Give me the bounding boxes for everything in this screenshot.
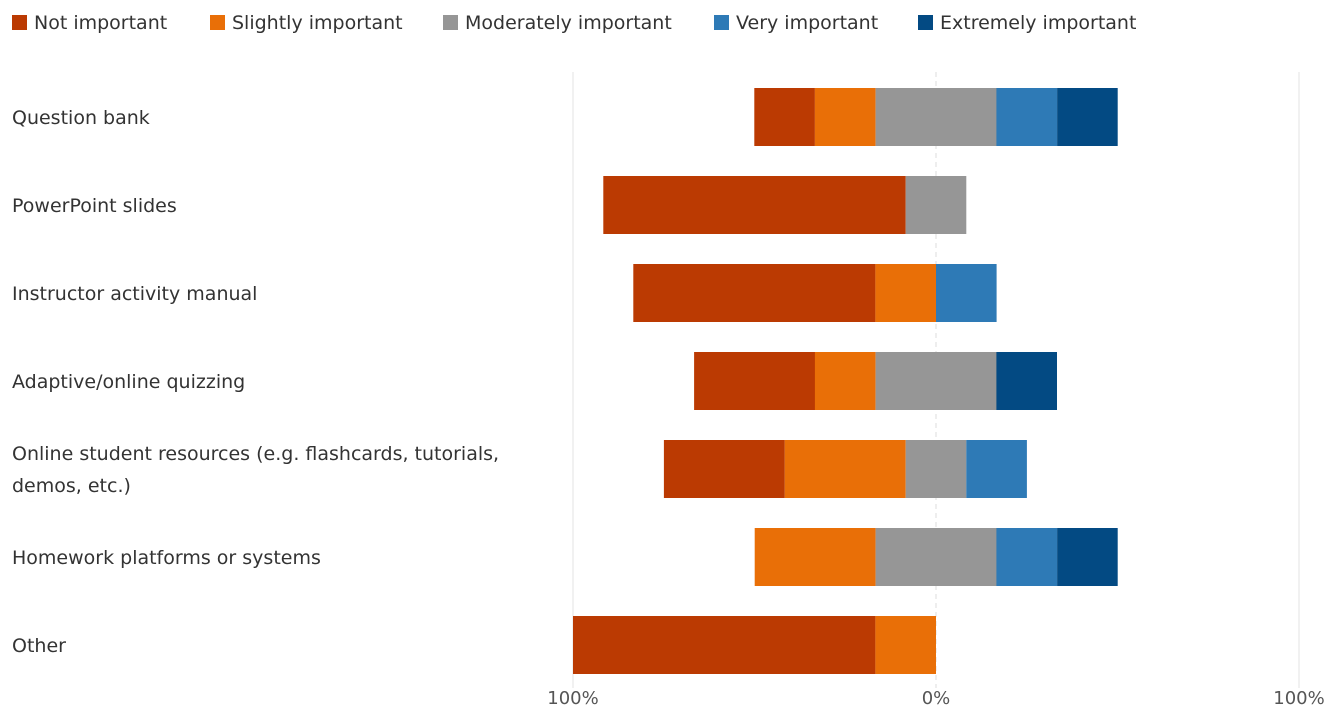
legend-label-1: Not important [34,12,167,34]
category-label: Question bank [12,107,150,129]
bar-segment [784,440,906,498]
bar-segment [875,352,997,410]
bar-segment [875,88,997,146]
tick-label: 100% [1273,688,1324,708]
bar-segment [573,616,876,674]
legend-label-5: Extremely important [940,12,1136,34]
x-axis-ticks: 100% 0% 100% [547,688,1324,708]
legend-swatch-3 [443,15,458,30]
bar-segment [663,440,785,498]
bar-segment [694,352,815,410]
category-labels: Question bank PowerPoint slides Instructor… [12,107,499,657]
bar-segment [996,528,1057,586]
bar-segment [936,264,997,322]
bars [573,88,1118,674]
tick-label: 100% [547,688,598,708]
legend-swatch-4 [714,15,729,30]
bar-segment [875,264,936,322]
legend-label-2: Slightly important [232,12,403,34]
bar-segment [905,440,967,498]
tick-label: 0% [922,688,951,708]
bar-segment [1057,88,1118,146]
legend-swatch-5 [918,15,933,30]
bar-segment [996,352,1057,410]
category-label: Homework platforms or systems [12,547,321,569]
bar-segment [996,88,1057,146]
legend: Not important Slightly important Moderatel… [12,12,1136,34]
category-label: demos, etc.) [12,475,131,497]
bar-segment [875,616,936,674]
category-label: PowerPoint slides [12,195,177,217]
bar-segment [1057,528,1118,586]
legend-swatch-2 [210,15,225,30]
category-label: Instructor activity manual [12,283,257,305]
legend-label-3: Moderately important [465,12,672,34]
category-label: Adaptive/online quizzing [12,371,245,393]
bar-segment [814,88,876,146]
bar-segment [633,264,876,322]
bar-segment [814,352,876,410]
bar-segment [754,88,815,146]
category-label: Online student resources (e.g. flashcard… [12,443,499,465]
bar-segment [754,528,876,586]
legend-swatch-1 [12,15,27,30]
category-label: Other [12,635,66,657]
bar-segment [905,176,967,234]
bar-segment [603,176,906,234]
bar-segment [966,440,1027,498]
bar-segment [875,528,997,586]
legend-label-4: Very important [736,12,878,34]
